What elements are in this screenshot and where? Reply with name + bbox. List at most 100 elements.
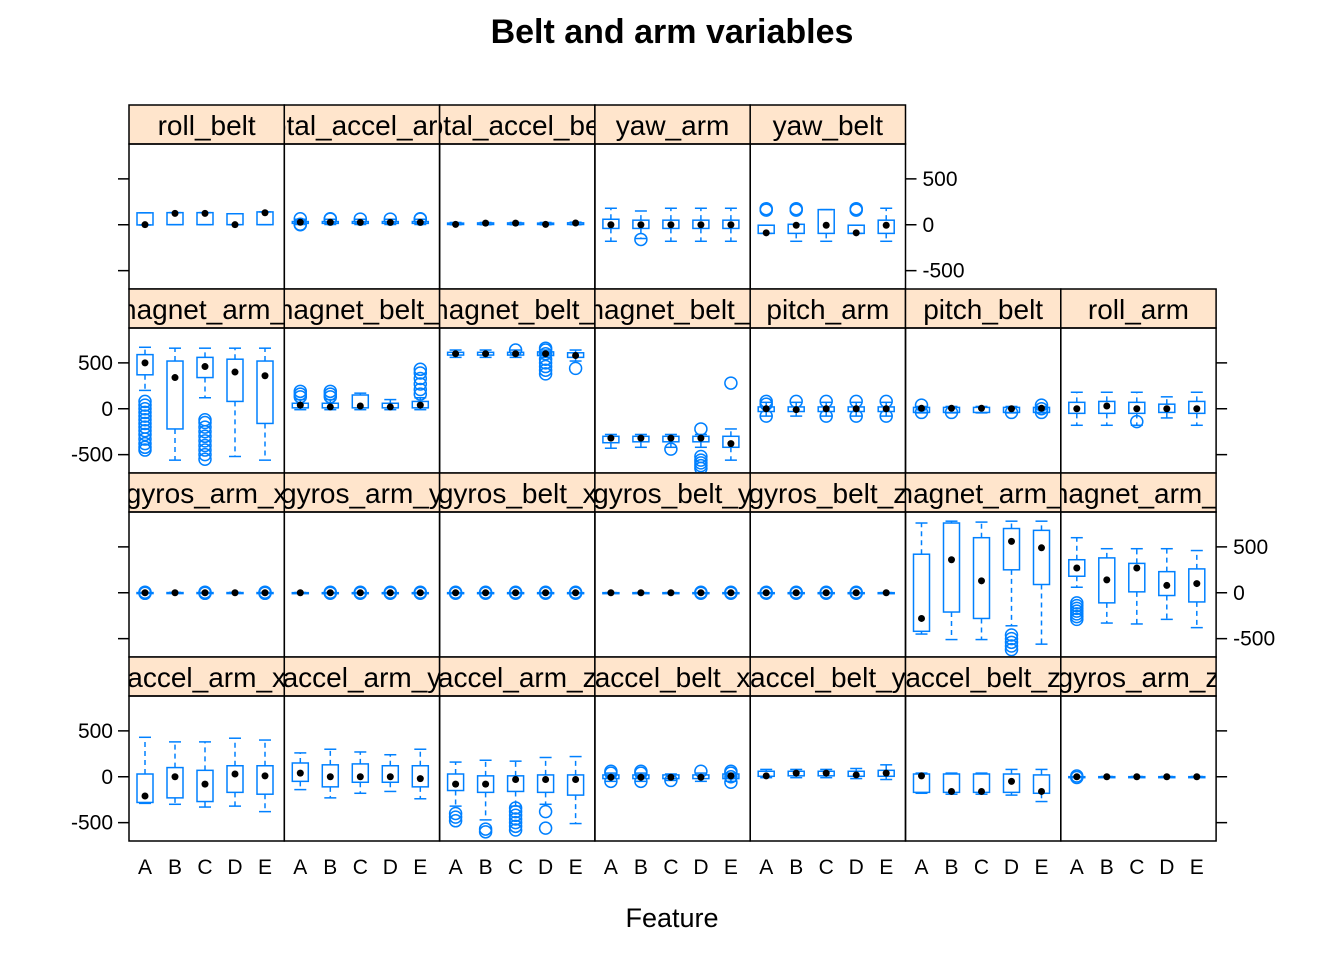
- box-C: [817, 394, 835, 423]
- box-C: [351, 751, 370, 795]
- box-E: [722, 207, 740, 243]
- box-E: [877, 764, 895, 781]
- box-D: [847, 585, 865, 600]
- box-iqr: [166, 766, 184, 799]
- box-iqr: [692, 219, 710, 230]
- box-C: [817, 768, 835, 779]
- median-dot: [261, 772, 269, 780]
- median-dot: [882, 405, 890, 413]
- box-iqr: [602, 218, 620, 230]
- median-dot: [171, 589, 179, 597]
- median-dot: [141, 589, 149, 597]
- box-iqr: [136, 773, 154, 804]
- box-B: [632, 210, 650, 247]
- box-E: [1032, 398, 1051, 420]
- y-tick-label: -500: [1233, 628, 1275, 651]
- box-B: [166, 741, 184, 806]
- median-dot: [452, 220, 460, 228]
- box-C: [1128, 773, 1146, 781]
- box-B: [632, 433, 650, 449]
- x-tick-label: E: [1034, 856, 1048, 879]
- median-dot: [326, 218, 334, 226]
- box-iqr: [256, 360, 274, 425]
- box-A: [757, 585, 775, 600]
- median-dot: [512, 776, 520, 784]
- panel-gyros_belt_z: gyros_belt_z: [749, 472, 907, 658]
- box-iqr: [972, 536, 991, 620]
- median-dot: [201, 589, 209, 597]
- box-D: [381, 753, 400, 793]
- outlier-point: [508, 812, 523, 826]
- median-dot: [386, 218, 394, 226]
- box-E: [256, 209, 274, 226]
- outlier-point: [819, 585, 833, 600]
- box-B: [787, 394, 805, 417]
- panel-magnet_belt_z: magnet_belt_z: [594, 288, 751, 476]
- median-dot: [762, 589, 770, 597]
- strip-background: [749, 104, 907, 145]
- box-C: [506, 343, 525, 359]
- outlier-point: [538, 821, 553, 835]
- panel-frame: [594, 327, 751, 474]
- box-C: [972, 521, 991, 641]
- box-B: [476, 349, 495, 359]
- box-B: [787, 585, 805, 600]
- panel-accel_belt_x: accel_belt_x A B C D E: [594, 656, 751, 879]
- box-D: [536, 585, 555, 600]
- box-iqr: [536, 774, 555, 794]
- median-dot: [1103, 773, 1111, 781]
- box-E: [722, 764, 740, 790]
- panel-frame: [594, 511, 751, 658]
- median-dot: [667, 773, 675, 781]
- strip-background: [283, 288, 441, 329]
- box-D: [381, 212, 400, 226]
- outlier-point: [724, 376, 738, 390]
- box-A: [602, 589, 620, 597]
- x-tick-label: C: [663, 856, 678, 879]
- outlier-point: [413, 387, 428, 401]
- median-dot: [727, 440, 735, 448]
- outlier-point: [694, 585, 708, 600]
- box-iqr: [722, 219, 740, 230]
- median-dot: [542, 350, 550, 358]
- x-tick-label: C: [508, 856, 523, 879]
- box-iqr: [662, 219, 680, 230]
- box-D: [847, 201, 865, 237]
- panel-frame: [749, 143, 907, 290]
- median-dot: [231, 770, 239, 778]
- outlier-point: [323, 387, 338, 401]
- box-E: [566, 585, 585, 600]
- box-C: [196, 347, 214, 466]
- box-iqr: [381, 764, 400, 784]
- strip-background: [283, 656, 441, 697]
- strip-background: [1060, 472, 1217, 513]
- median-dot: [1163, 405, 1171, 413]
- median-dot: [882, 769, 890, 777]
- median-dot: [607, 589, 615, 597]
- median-dot: [356, 218, 364, 226]
- outlier-point: [448, 814, 463, 828]
- panel-grid: roll_belt total_accel_armtotal_accel_belt…: [71, 104, 1275, 879]
- x-tick-label: D: [538, 856, 553, 879]
- box-C: [972, 404, 991, 414]
- median-dot: [697, 589, 705, 597]
- box-E: [256, 739, 274, 813]
- panel-accel_arm_z: accel_arm_z A B C D E: [438, 656, 596, 879]
- panel-gyros_arm_z: gyros_arm_z A B C D E: [1060, 656, 1217, 879]
- median-dot: [1038, 787, 1045, 795]
- median-dot: [852, 405, 860, 413]
- median-dot: [1103, 402, 1111, 410]
- box-D: [226, 212, 244, 229]
- median-dot: [1103, 576, 1111, 584]
- x-tick-label: B: [944, 856, 958, 879]
- median-dot: [231, 221, 239, 229]
- median-dot: [386, 773, 394, 781]
- box-C: [351, 392, 370, 411]
- median-dot: [326, 589, 334, 597]
- panel-frame: [749, 511, 907, 658]
- panel-gyros_belt_y: gyros_belt_y: [594, 472, 751, 658]
- median-dot: [1193, 405, 1201, 413]
- box-A: [446, 585, 465, 600]
- box-C: [196, 585, 214, 601]
- outlier-point: [478, 585, 493, 600]
